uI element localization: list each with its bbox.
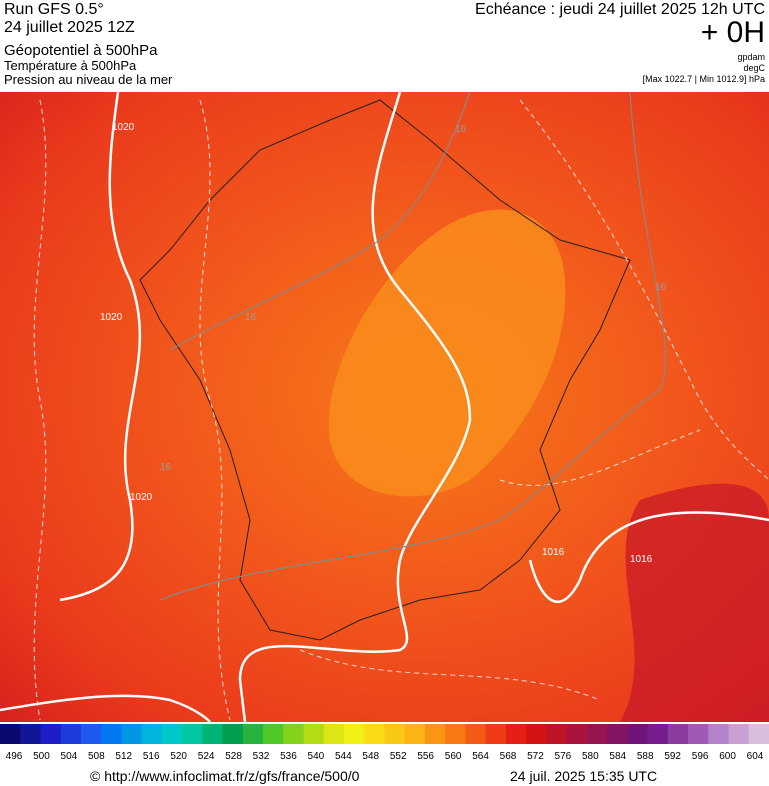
colorbar-swatch bbox=[688, 724, 709, 744]
colorbar-label: 508 bbox=[88, 751, 105, 762]
colorbar-swatch bbox=[708, 724, 730, 744]
colorbar-swatch bbox=[0, 724, 21, 744]
cool-area bbox=[620, 483, 769, 722]
colorbar-swatch bbox=[364, 724, 385, 744]
contour-label: 1016 bbox=[542, 547, 565, 558]
source-url: © http://www.infoclimat.fr/z/gfs/france/… bbox=[90, 768, 360, 784]
colorbar: 496 500 504 508 512 516 520 524 528 532 536 540 544 5… bbox=[0, 724, 769, 762]
colorbar-swatch bbox=[222, 724, 244, 744]
colorbar-label: 548 bbox=[362, 751, 379, 762]
colorbar-label: 540 bbox=[308, 751, 325, 762]
colorbar-swatch bbox=[647, 724, 669, 744]
colorbar-swatch bbox=[445, 724, 466, 744]
unit-1: gpdam bbox=[737, 52, 765, 62]
colorbar-label: 564 bbox=[472, 751, 489, 762]
colorbar-swatch bbox=[182, 724, 203, 744]
colorbar-label: 524 bbox=[198, 751, 215, 762]
colorbar-label: 536 bbox=[280, 751, 297, 762]
colorbar-label: 520 bbox=[170, 751, 187, 762]
colorbar-label: 604 bbox=[747, 751, 764, 762]
run-date: 24 juillet 2025 12Z bbox=[4, 19, 135, 36]
colorbar-swatch bbox=[485, 724, 507, 744]
contour-label: 1020 bbox=[130, 492, 153, 503]
colorbar-swatch bbox=[424, 724, 446, 744]
colorbar-label: 552 bbox=[390, 751, 407, 762]
colorbar-swatch bbox=[141, 724, 163, 744]
colorbar-swatch bbox=[465, 724, 487, 744]
colorbar-label: 504 bbox=[61, 751, 78, 762]
colorbar-swatch bbox=[667, 724, 689, 744]
colorbar-label: 580 bbox=[582, 751, 599, 762]
colorbar-label: 568 bbox=[500, 751, 517, 762]
colorbar-label: 592 bbox=[664, 751, 681, 762]
colorbar-swatch bbox=[263, 724, 284, 744]
colorbar-label: 528 bbox=[225, 751, 242, 762]
colorbar-swatch bbox=[748, 724, 769, 744]
map: 1020 1020 1020 16 16 16 16 1016 1016 bbox=[0, 91, 769, 723]
colorbar-label: 512 bbox=[115, 751, 132, 762]
colorbar-swatch bbox=[384, 724, 406, 744]
colorbar-swatch bbox=[546, 724, 568, 744]
geopotential-contours bbox=[159, 91, 667, 601]
france-outline bbox=[139, 99, 631, 641]
colorbar-label: 596 bbox=[692, 751, 709, 762]
colorbar-label: 600 bbox=[719, 751, 736, 762]
forecast-time: Echéance : jeudi 24 juillet 2025 12h UTC bbox=[475, 1, 765, 18]
colorbar-swatch bbox=[283, 724, 305, 744]
colorbar-swatch bbox=[80, 724, 102, 744]
contour-label: 16 bbox=[160, 462, 172, 473]
contour-label: 16 bbox=[455, 124, 467, 135]
colorbar-label: 500 bbox=[33, 751, 50, 762]
colorbar-swatch bbox=[505, 724, 527, 744]
pressure-contours bbox=[0, 91, 769, 723]
colorbar-swatch bbox=[121, 724, 143, 744]
field-1: Géopotentiel à 500hPa bbox=[4, 42, 158, 59]
contour-label: 1020 bbox=[112, 122, 135, 133]
generated-time: 24 juil. 2025 15:35 UTC bbox=[510, 768, 657, 784]
colorbar-swatch bbox=[404, 724, 426, 744]
lead-time: + 0H bbox=[701, 16, 765, 49]
colorbar-swatch bbox=[303, 724, 325, 744]
run-title: Run GFS 0.5° bbox=[4, 1, 104, 18]
colorbar-swatch bbox=[161, 724, 183, 744]
colorbar-label: 496 bbox=[6, 751, 23, 762]
contour-label: 1020 bbox=[100, 312, 123, 323]
colorbar-label: 544 bbox=[335, 751, 352, 762]
colorbar-label: 588 bbox=[637, 751, 654, 762]
colorbar-swatch bbox=[526, 724, 547, 744]
colorbar-label: 556 bbox=[417, 751, 434, 762]
colorbar-swatch bbox=[202, 724, 224, 744]
colorbar-swatch bbox=[728, 724, 750, 744]
colorbar-swatch bbox=[20, 724, 41, 744]
colorbar-swatch bbox=[607, 724, 628, 744]
field-2: Température à 500hPa bbox=[4, 58, 137, 73]
temperature-contours bbox=[33, 99, 769, 721]
colorbar-swatch bbox=[323, 724, 345, 744]
field-3: Pression au niveau de la mer bbox=[4, 72, 173, 87]
colorbar-label: 572 bbox=[527, 751, 544, 762]
contour-label: 1016 bbox=[630, 554, 653, 565]
contour-label: 16 bbox=[245, 312, 257, 323]
colorbar-swatch bbox=[242, 724, 264, 744]
colorbar-swatch bbox=[60, 724, 82, 744]
colorbar-label: 560 bbox=[445, 751, 462, 762]
colorbar-swatch bbox=[101, 724, 122, 744]
colorbar-label: 584 bbox=[609, 751, 626, 762]
colorbar-swatch bbox=[566, 724, 588, 744]
colorbar-label: 532 bbox=[253, 751, 270, 762]
colorbar-swatch bbox=[586, 724, 608, 744]
colorbar-swatch bbox=[627, 724, 649, 744]
unit-2: degC bbox=[743, 63, 765, 73]
colorbar-swatch bbox=[40, 724, 62, 744]
colorbar-swatch bbox=[344, 724, 365, 744]
unit-3: [Max 1022.7 | Min 1012.9] hPa bbox=[643, 74, 765, 84]
colorbar-label: 576 bbox=[555, 751, 572, 762]
contour-label: 16 bbox=[655, 282, 667, 293]
colorbar-label: 516 bbox=[143, 751, 160, 762]
